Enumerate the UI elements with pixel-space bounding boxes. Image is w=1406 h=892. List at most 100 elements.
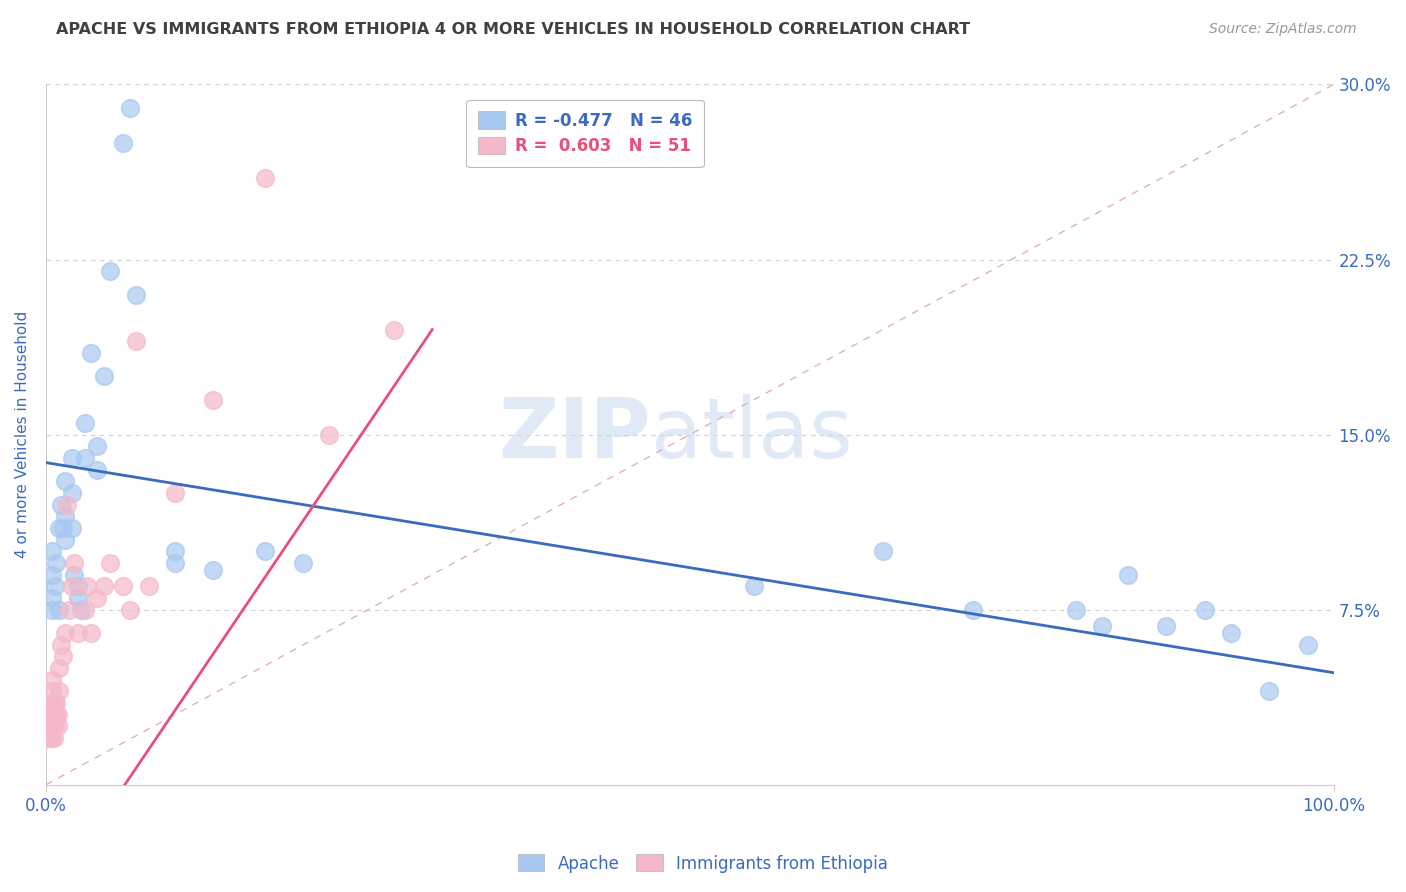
Point bbox=[38, 719, 60, 733]
Text: atlas: atlas bbox=[651, 394, 853, 475]
Point bbox=[138, 579, 160, 593]
Point bbox=[44, 579, 66, 593]
Point bbox=[63, 567, 86, 582]
Point bbox=[125, 334, 148, 349]
Point bbox=[48, 661, 70, 675]
Point bbox=[1296, 638, 1319, 652]
Point bbox=[163, 544, 186, 558]
Point bbox=[42, 731, 65, 745]
Point bbox=[39, 731, 62, 745]
Point bbox=[98, 264, 121, 278]
Point bbox=[67, 579, 90, 593]
Point bbox=[125, 287, 148, 301]
Point bbox=[86, 591, 108, 605]
Point bbox=[67, 626, 90, 640]
Point bbox=[73, 416, 96, 430]
Point bbox=[46, 719, 69, 733]
Point bbox=[44, 719, 66, 733]
Point bbox=[45, 696, 67, 710]
Point bbox=[962, 602, 984, 616]
Point bbox=[41, 673, 63, 687]
Point bbox=[93, 369, 115, 384]
Legend: R = -0.477   N = 46, R =  0.603   N = 51: R = -0.477 N = 46, R = 0.603 N = 51 bbox=[467, 100, 703, 167]
Point bbox=[41, 684, 63, 698]
Point bbox=[41, 544, 63, 558]
Point bbox=[55, 498, 77, 512]
Point bbox=[51, 498, 73, 512]
Point bbox=[48, 521, 70, 535]
Legend: Apache, Immigrants from Ethiopia: Apache, Immigrants from Ethiopia bbox=[512, 847, 894, 880]
Point bbox=[112, 579, 135, 593]
Point bbox=[51, 638, 73, 652]
Point bbox=[41, 602, 63, 616]
Point bbox=[318, 427, 340, 442]
Point bbox=[42, 707, 65, 722]
Point bbox=[38, 707, 60, 722]
Point bbox=[45, 556, 67, 570]
Point bbox=[60, 450, 83, 465]
Point bbox=[52, 649, 75, 664]
Point bbox=[38, 731, 60, 745]
Point bbox=[60, 486, 83, 500]
Point bbox=[48, 684, 70, 698]
Text: Source: ZipAtlas.com: Source: ZipAtlas.com bbox=[1209, 22, 1357, 37]
Point bbox=[86, 462, 108, 476]
Point bbox=[1116, 567, 1139, 582]
Point bbox=[41, 731, 63, 745]
Y-axis label: 4 or more Vehicles in Household: 4 or more Vehicles in Household bbox=[15, 311, 30, 558]
Point bbox=[52, 521, 75, 535]
Point bbox=[253, 170, 276, 185]
Point bbox=[44, 696, 66, 710]
Point bbox=[53, 475, 76, 489]
Point bbox=[112, 136, 135, 150]
Point bbox=[60, 579, 83, 593]
Point bbox=[41, 696, 63, 710]
Point bbox=[253, 544, 276, 558]
Point bbox=[41, 719, 63, 733]
Point bbox=[163, 486, 186, 500]
Point bbox=[202, 392, 225, 407]
Point bbox=[742, 579, 765, 593]
Point bbox=[292, 556, 315, 570]
Point bbox=[41, 591, 63, 605]
Point bbox=[76, 579, 98, 593]
Point bbox=[44, 707, 66, 722]
Point bbox=[41, 567, 63, 582]
Point bbox=[1154, 619, 1177, 633]
Point bbox=[1219, 626, 1241, 640]
Point bbox=[69, 602, 91, 616]
Point bbox=[93, 579, 115, 593]
Point bbox=[46, 707, 69, 722]
Point bbox=[80, 626, 103, 640]
Point bbox=[53, 626, 76, 640]
Point bbox=[58, 602, 80, 616]
Point bbox=[118, 602, 141, 616]
Point bbox=[163, 556, 186, 570]
Point bbox=[67, 591, 90, 605]
Point bbox=[45, 707, 67, 722]
Point bbox=[1194, 602, 1216, 616]
Point bbox=[382, 322, 405, 336]
Point bbox=[42, 719, 65, 733]
Point bbox=[86, 439, 108, 453]
Point bbox=[53, 509, 76, 524]
Point bbox=[39, 719, 62, 733]
Point bbox=[39, 696, 62, 710]
Point bbox=[202, 563, 225, 577]
Point bbox=[1091, 619, 1114, 633]
Point bbox=[872, 544, 894, 558]
Point bbox=[73, 450, 96, 465]
Point bbox=[48, 602, 70, 616]
Point bbox=[53, 533, 76, 547]
Point bbox=[80, 346, 103, 360]
Point bbox=[60, 521, 83, 535]
Text: ZIP: ZIP bbox=[499, 394, 651, 475]
Point bbox=[38, 696, 60, 710]
Point bbox=[38, 707, 60, 722]
Point bbox=[1064, 602, 1087, 616]
Point bbox=[118, 101, 141, 115]
Point bbox=[41, 707, 63, 722]
Point bbox=[63, 556, 86, 570]
Point bbox=[39, 707, 62, 722]
Point bbox=[1258, 684, 1281, 698]
